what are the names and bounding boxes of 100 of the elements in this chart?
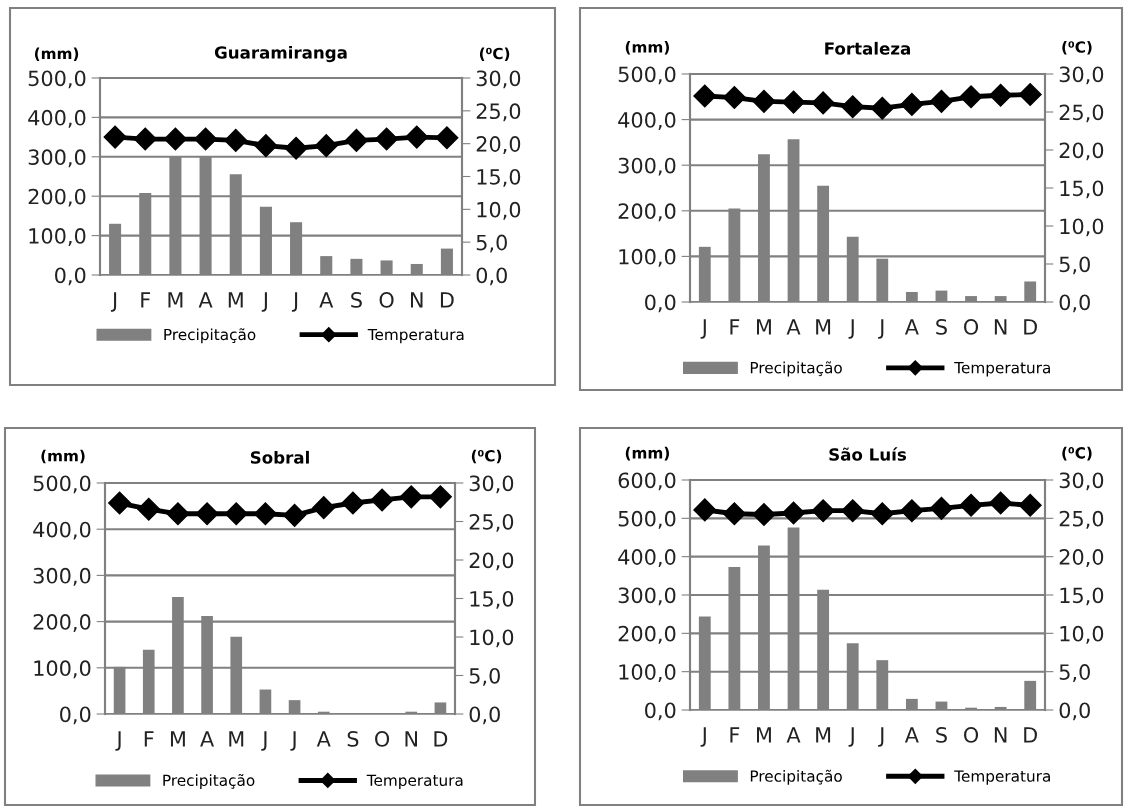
x-tick-label: J [110, 292, 117, 312]
y2-tick-label: 15,0 [1060, 180, 1104, 199]
y-tick-label: 100,0 [619, 664, 676, 682]
x-tick-label: D [1024, 319, 1037, 335]
point [399, 485, 423, 509]
y2-tick-label: 5,0 [469, 667, 500, 686]
legend-label: Temperatura [954, 770, 1050, 785]
point [108, 491, 132, 515]
x-tick-label: M [168, 292, 183, 308]
x-tick-label: M [170, 731, 185, 747]
x-tick-label: O [964, 319, 979, 335]
x-tick-label: N [994, 319, 1007, 335]
y2-tick-label: 30,0 [1059, 472, 1104, 491]
x-tick-label: J [848, 319, 854, 339]
legend-label: Temperatura [367, 328, 464, 344]
x-tick-label: J [848, 727, 854, 747]
y2-tick-label: 0,0 [469, 706, 500, 725]
x-tick-label: M [229, 731, 244, 747]
y2-tick-label: 20,0 [469, 552, 514, 571]
y-axis-title: (mm) [625, 446, 669, 461]
x-tick-label: J [878, 727, 884, 747]
y2-tick-label: 5,0 [476, 234, 507, 253]
y2-tick-label: 10,0 [470, 629, 514, 648]
x-tick-label: J [290, 731, 296, 751]
y2-tick-label: 25,0 [1059, 510, 1104, 529]
point [314, 134, 338, 158]
y2-tick-label: 25,0 [469, 513, 514, 532]
x-tick-label: A [786, 727, 801, 743]
y2-tick-label: 25,0 [476, 103, 521, 122]
y2-axis-title: (⁰C) [471, 449, 502, 464]
y-tick-label: 300,0 [618, 587, 676, 606]
point [166, 502, 190, 526]
y2-tick-label: 30,0 [476, 70, 521, 89]
x-tick-label: N [411, 292, 423, 308]
y2-tick-label: 15,0 [477, 168, 521, 187]
x-tick-label: A [904, 727, 919, 743]
chart-title: Fortaleza [825, 41, 910, 55]
y-axis-title: (mm) [41, 449, 85, 464]
chart-title: Guaramiranga [214, 45, 347, 63]
y2-tick-label: 5,0 [1059, 664, 1090, 682]
x-tick-label: S [936, 319, 947, 335]
y-axis-title: (mm) [625, 40, 669, 55]
point [435, 126, 459, 150]
point [224, 128, 248, 152]
legend-label: Precipitação [163, 773, 255, 789]
y-tick-label: 0,0 [55, 267, 86, 286]
legend-label: Precipitação [750, 769, 842, 785]
x-tick-label: F [144, 731, 154, 747]
point [224, 502, 248, 526]
point [194, 127, 218, 151]
point [103, 125, 127, 149]
y-tick-label: 500,0 [28, 70, 86, 89]
x-tick-label: S [936, 727, 947, 743]
y-tick-label: 300,0 [618, 157, 676, 176]
point [283, 503, 307, 527]
y2-tick-label: 0,0 [476, 267, 507, 286]
y2-tick-label: 5,0 [1059, 256, 1090, 275]
y2-tick-label: 30,0 [469, 475, 514, 494]
point [163, 127, 187, 151]
x-tick-label: J [291, 292, 298, 312]
x-tick-label: A [904, 319, 919, 335]
y-tick-label: 400,0 [618, 112, 676, 130]
x-tick-label: J [115, 731, 121, 751]
x-tick-label: N [405, 731, 417, 747]
x-tick-label: O [375, 731, 390, 747]
y-tick-label: 0,0 [60, 706, 91, 725]
chart-title: Sobral [250, 450, 309, 464]
x-tick-label: D [434, 731, 448, 747]
legend-label: Precipitação [750, 361, 842, 377]
y2-tick-label: 10,0 [1060, 218, 1104, 237]
point [341, 491, 365, 515]
x-tick-label: D [440, 292, 454, 308]
point [370, 488, 394, 512]
y2-tick-label: 0,0 [1059, 294, 1090, 313]
y2-tick-label: 20,0 [1059, 549, 1104, 567]
y-tick-label: 100,0 [619, 248, 676, 267]
point [254, 134, 278, 158]
y-tick-label: 100,0 [34, 660, 91, 679]
x-tick-label: J [700, 319, 706, 339]
y-tick-label: 300,0 [33, 567, 91, 586]
x-tick-label: S [351, 292, 362, 308]
y-tick-label: 400,0 [28, 109, 86, 128]
y2-axis-title: (⁰C) [1062, 40, 1092, 55]
x-tick-label: A [316, 731, 331, 747]
y2-tick-label: 25,0 [1059, 104, 1104, 123]
y2-tick-label: 0,0 [1059, 702, 1090, 721]
x-tick-label: F [141, 292, 151, 308]
point [375, 127, 399, 151]
y-tick-label: 600,0 [618, 472, 676, 491]
y-tick-label: 200,0 [28, 188, 86, 207]
y-axis-title: (mm) [34, 47, 79, 62]
point [312, 496, 336, 520]
x-tick-label: D [1024, 727, 1037, 743]
point [284, 136, 308, 160]
point [428, 485, 452, 509]
x-tick-label: M [757, 319, 771, 335]
x-tick-label: F [730, 727, 740, 743]
y-tick-label: 200,0 [618, 625, 676, 644]
y-tick-label: 500,0 [33, 475, 91, 494]
x-tick-label: J [261, 731, 267, 751]
